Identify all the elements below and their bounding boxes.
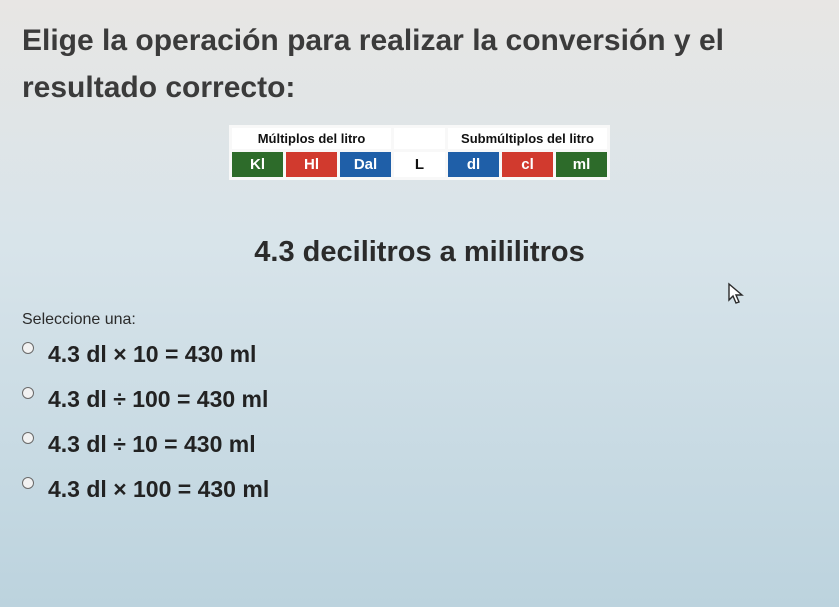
radio-icon[interactable] [22, 477, 34, 489]
unit-table: Múltiplos del litro Submúltiplos del lit… [229, 125, 610, 180]
radio-icon[interactable] [22, 432, 34, 444]
unit-table-header-row: Múltiplos del litro Submúltiplos del lit… [231, 127, 609, 151]
radio-icon[interactable] [22, 342, 34, 354]
cursor-icon [727, 282, 747, 312]
option-text: 4.3 dl ÷ 10 = 430 ml [48, 431, 256, 458]
option-row[interactable]: 4.3 dl ÷ 10 = 430 ml [22, 431, 817, 458]
option-row[interactable]: 4.3 dl ÷ 100 = 430 ml [22, 386, 817, 413]
option-text: 4.3 dl ÷ 100 = 430 ml [48, 386, 268, 413]
unit-dal: Dal [339, 151, 393, 179]
option-row[interactable]: 4.3 dl × 10 = 430 ml [22, 341, 817, 368]
question-title: Elige la operación para realizar la conv… [22, 18, 817, 111]
header-submultiples: Submúltiplos del litro [447, 127, 609, 151]
options-list: 4.3 dl × 10 = 430 ml 4.3 dl ÷ 100 = 430 … [22, 341, 817, 503]
option-text: 4.3 dl × 10 = 430 ml [48, 341, 256, 368]
unit-table-units-row: Kl Hl Dal L dl cl ml [231, 151, 609, 179]
conversion-subheading: 4.3 decilitros a mililitros [22, 236, 817, 269]
radio-icon[interactable] [22, 387, 34, 399]
unit-kl: Kl [231, 151, 285, 179]
select-prompt: Seleccione una: [22, 311, 817, 329]
unit-dl: dl [447, 151, 501, 179]
header-multiples: Múltiplos del litro [231, 127, 393, 151]
option-text: 4.3 dl × 100 = 430 ml [48, 476, 269, 503]
option-row[interactable]: 4.3 dl × 100 = 430 ml [22, 476, 817, 503]
unit-cl: cl [501, 151, 555, 179]
header-spacer [393, 127, 447, 151]
unit-table-container: Múltiplos del litro Submúltiplos del lit… [22, 125, 817, 180]
unit-l: L [393, 151, 447, 179]
unit-hl: Hl [285, 151, 339, 179]
unit-ml: ml [555, 151, 609, 179]
